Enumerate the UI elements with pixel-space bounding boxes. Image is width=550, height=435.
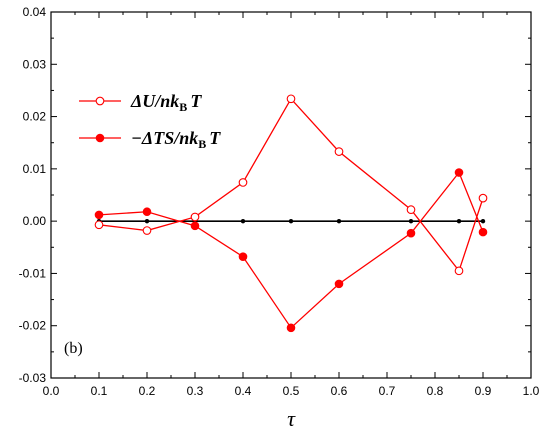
legend: ΔU/nkB T −ΔTS/nkB T	[79, 91, 221, 151]
series-point-0	[286, 94, 296, 104]
legend-label-1: −ΔTS/nkB T	[131, 128, 221, 151]
y-tick-label: 0.03	[23, 57, 47, 71]
x-tick-label: 0.9	[475, 384, 492, 398]
x-tick-label: 0.4	[235, 384, 252, 398]
y-tick-label: -0.01	[19, 266, 47, 280]
series-point-0	[406, 205, 416, 214]
y-tick-label: -0.02	[19, 319, 47, 333]
legend-label-0: ΔU/nkB T	[130, 91, 202, 114]
x-tick-label: 0.3	[187, 384, 204, 398]
y-tick-label: 0.02	[23, 110, 47, 124]
x-axis-title: τ	[287, 406, 296, 431]
series-point-2	[408, 218, 414, 224]
series-point-2	[288, 218, 294, 224]
series-point-1	[94, 210, 104, 220]
x-tick-label: 1.0	[523, 384, 540, 398]
y-tick-label: -0.03	[19, 371, 47, 385]
series-line-1	[98, 171, 484, 329]
x-tick-label: 0.2	[139, 384, 156, 398]
x-tick-label: 0.6	[331, 384, 348, 398]
series-point-2	[336, 218, 342, 224]
series-point-2	[456, 218, 462, 224]
tick-labels: 0.0 0.1 0.2 0.3 0.4 0.5 0.6 0.7 0.8 0.9 1.0 -0.03 -0…	[19, 5, 540, 398]
series-point-1	[286, 323, 296, 333]
series-point-1	[334, 279, 344, 289]
panel-label: (b)	[64, 340, 83, 357]
axis-ticks	[50, 11, 532, 379]
series-point-1	[190, 221, 200, 231]
series-point-0	[190, 212, 200, 222]
series-point-0	[454, 266, 464, 276]
x-tick-label: 0.7	[379, 384, 396, 398]
series-point-0	[478, 193, 488, 203]
y-tick-label: 0.04	[23, 5, 47, 19]
series-point-2	[240, 218, 246, 224]
x-tick-label: 0.5	[283, 384, 300, 398]
series-point-0	[94, 220, 104, 230]
series-point-1	[454, 168, 464, 177]
series-point-0	[142, 226, 152, 235]
x-tick-label: 0.1	[91, 384, 108, 398]
series-point-0	[238, 178, 248, 187]
x-tick-label: 0.8	[427, 384, 444, 398]
legend-marker-1	[95, 133, 105, 143]
legend-marker-0	[95, 96, 105, 106]
series-point-1	[142, 207, 152, 217]
y-tick-label: 0.01	[23, 162, 47, 176]
plot-frame	[50, 11, 532, 379]
series-point-2	[480, 218, 486, 224]
series-point-1	[406, 228, 416, 238]
series-point-1	[478, 227, 488, 237]
series-line-0	[98, 97, 484, 273]
series-point-1	[238, 252, 248, 261]
y-tick-label: 0.00	[23, 214, 47, 228]
x-tick-label: 0.0	[43, 384, 60, 398]
series-group	[94, 94, 488, 333]
series-point-2	[144, 218, 150, 224]
series-point-0	[334, 147, 344, 156]
